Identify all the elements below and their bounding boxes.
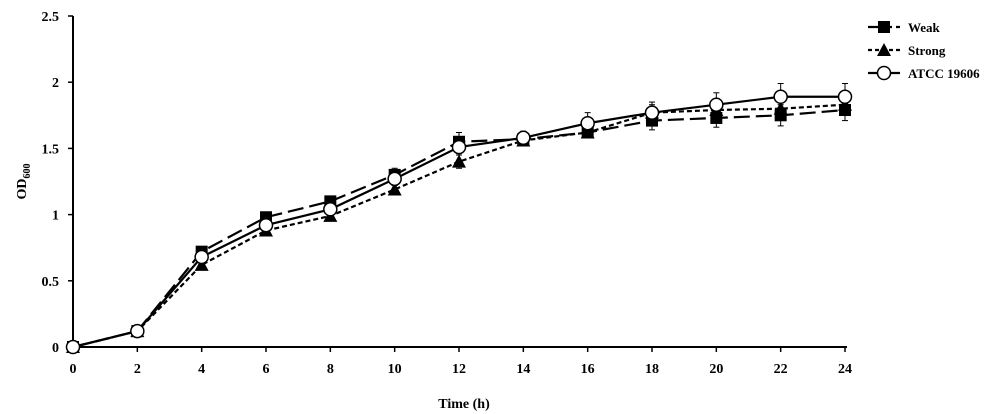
y-tick-label: 0.5 [42,275,60,290]
legend-label: Strong [908,43,946,58]
data-point [323,202,338,217]
legend-marker [878,21,890,33]
y-axis-title: OD600 [15,164,33,200]
data-point [837,89,853,105]
x-tick-label: 0 [70,362,77,377]
x-axis-title: Time (h) [438,397,490,412]
legend-label: Weak [908,20,941,35]
legend: Weak Strong ATCC 19606 [868,20,980,81]
y-tick-label: 1.5 [42,142,60,157]
data-point [258,217,274,233]
y-tick-label: 2.5 [42,10,60,25]
data-point [709,97,724,112]
series-weak [67,98,851,353]
data-point [194,257,209,271]
x-tick-label: 24 [838,362,852,377]
y-tick-label: 2 [52,76,59,91]
x-tick-label: 14 [516,362,530,377]
series-layer [65,83,853,355]
axes: 00.511.522.5 0 2 4 6 8 10 12 14 16 18 20 22 24 [42,10,853,377]
legend-item-atcc-19606: ATCC 19606 [868,65,980,81]
data-point [451,139,467,155]
x-tick-label: 6 [263,362,270,377]
data-point [65,339,81,355]
x-tick-label: 8 [327,362,334,377]
y-axis-title-main: OD [15,179,30,200]
legend-label: ATCC 19606 [908,66,980,81]
x-tick-label: 2 [134,362,141,377]
x-tick-label: 4 [198,362,205,377]
data-point [387,182,402,196]
y-tick-label: 1 [52,209,59,224]
y-tick-label: 0 [52,341,59,356]
y-axis-title-subscript: 600 [22,164,33,179]
legend-item-weak: Weak [868,20,941,35]
data-point [516,130,531,146]
data-point [773,89,788,105]
series-atcc-19606 [65,83,853,355]
y-ticks: 0 0.5 1 1.5 2 2.5 [42,10,73,356]
x-tick-label: 22 [774,362,788,377]
x-ticks: 0 2 4 6 8 10 12 14 16 18 20 22 24 [70,347,852,377]
data-point [644,105,660,120]
data-point [452,154,466,168]
data-point [387,171,402,187]
legend-marker [876,65,892,81]
data-point [130,323,145,339]
legend-item-strong: Strong [868,43,946,58]
x-tick-label: 18 [645,362,659,377]
legend-marker [877,43,891,56]
x-tick-label: 12 [452,362,466,377]
data-point [194,249,209,265]
x-tick-label: 10 [388,362,402,377]
x-tick-label: 16 [581,362,595,377]
x-tick-label: 20 [709,362,723,377]
svg-text:OD600: OD600 [15,164,33,200]
data-point [580,115,595,131]
